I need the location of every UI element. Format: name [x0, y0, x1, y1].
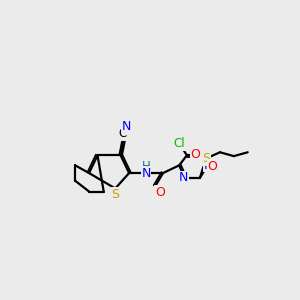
Text: C: C [119, 127, 127, 140]
Text: O: O [190, 148, 200, 161]
Text: O: O [155, 186, 165, 199]
Text: N: N [204, 159, 213, 172]
Text: N: N [141, 167, 151, 180]
Text: S: S [111, 188, 119, 201]
Text: H: H [142, 160, 150, 172]
Text: S: S [202, 152, 210, 165]
Text: N: N [122, 120, 131, 134]
Text: Cl: Cl [173, 137, 185, 150]
Text: O: O [207, 160, 217, 172]
Text: N: N [179, 171, 188, 184]
